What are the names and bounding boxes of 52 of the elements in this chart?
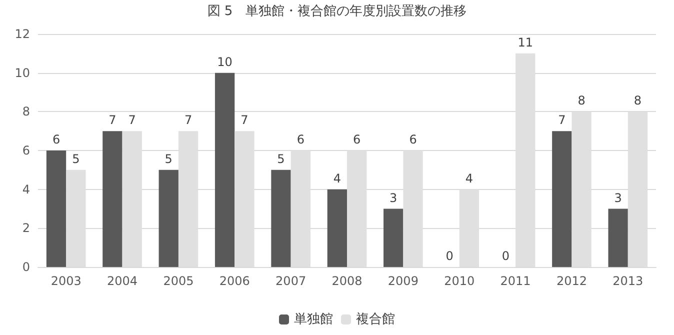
y-tick-label: 6 (22, 144, 30, 158)
data-label: 5 (277, 152, 285, 166)
x-tick-label: 2005 (163, 274, 194, 288)
data-label: 7 (108, 113, 116, 128)
data-label: 6 (296, 132, 304, 146)
data-label: 7 (184, 113, 192, 128)
data-label: 3 (614, 190, 622, 205)
x-tick-label: 2004 (107, 274, 138, 288)
data-label: 5 (164, 152, 172, 166)
bar (102, 131, 122, 267)
data-label: 11 (518, 35, 534, 50)
data-label: 6 (409, 132, 417, 146)
bar (214, 72, 235, 267)
x-tick-label: 2010 (444, 274, 475, 288)
data-label: 4 (465, 171, 474, 186)
data-label: 8 (634, 94, 642, 108)
y-tick-label: 12 (14, 27, 30, 41)
legend-label: 複合館 (356, 312, 395, 327)
data-label: 10 (217, 54, 232, 69)
y-tick-label: 0 (22, 260, 30, 274)
bar (327, 189, 347, 267)
data-label: 5 (72, 152, 80, 166)
chart-title: 図 5 単独館・複合館の年度別設置数の推移 (207, 3, 467, 19)
data-label: 6 (353, 132, 361, 146)
data-label: 7 (240, 113, 248, 128)
x-tick-label: 2011 (500, 274, 531, 288)
bar (552, 131, 572, 267)
data-label: 8 (578, 94, 586, 108)
x-tick-label: 2003 (50, 274, 82, 288)
x-tick-label: 2013 (612, 274, 644, 288)
y-tick-label: 10 (14, 66, 30, 80)
data-label: 0 (502, 249, 510, 263)
data-label: 0 (446, 249, 454, 263)
data-label: 7 (558, 113, 566, 128)
data-label: 3 (390, 190, 398, 205)
data-label: 6 (52, 132, 60, 146)
bar (271, 170, 291, 267)
x-tick-label: 2008 (332, 274, 362, 288)
bar (46, 150, 66, 267)
x-tick-label: 2009 (388, 274, 418, 288)
bar (608, 208, 628, 267)
data-label: 7 (128, 113, 136, 128)
y-tick-label: 4 (22, 182, 30, 196)
x-tick-label: 2006 (219, 274, 250, 288)
x-tick-label: 2007 (276, 274, 306, 288)
y-tick-label: 8 (22, 104, 30, 119)
y-tick-label: 2 (22, 221, 30, 236)
bar (158, 170, 178, 267)
data-label: 4 (333, 171, 341, 186)
bar (384, 208, 404, 267)
legend-label: 単独館 (294, 312, 333, 327)
x-tick-label: 2012 (556, 274, 587, 288)
